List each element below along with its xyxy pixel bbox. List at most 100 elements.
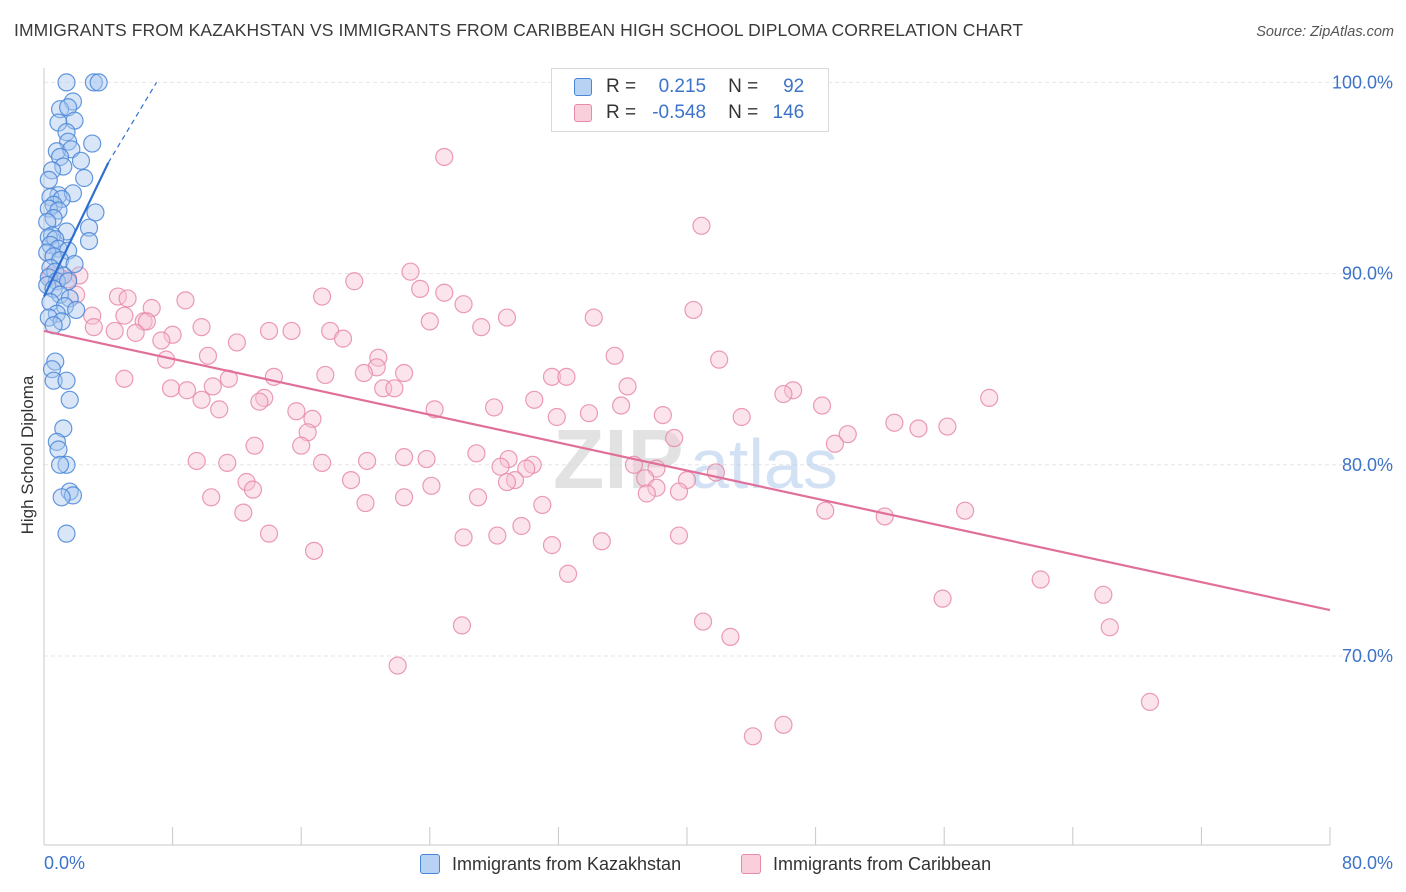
caribbean-point [732, 407, 751, 427]
kazakhstan-point [71, 151, 91, 170]
caribbean-point [542, 536, 562, 555]
tick-labels: 70.0% 80.0% 90.0% 100.0% 0.0% 80.0% [44, 72, 1393, 873]
caribbean-point [401, 262, 420, 281]
caribbean-point [1031, 570, 1050, 589]
watermark-atlas: atlas [690, 425, 838, 503]
kazakhstan-point [39, 170, 58, 190]
caribbean-point [137, 312, 156, 331]
legend-item-caribbean: Immigrants from Caribbean [741, 851, 991, 877]
kazakhstan-point [75, 168, 94, 188]
kazakhstan-point [50, 147, 70, 167]
caribbean-point [774, 715, 793, 734]
y-tick-label: 80.0% [1342, 455, 1393, 475]
kazakhstan-trend-line [43, 162, 110, 298]
caribbean-point [142, 298, 161, 318]
legend-n-label: N = [728, 76, 759, 97]
caribbean-point [176, 291, 195, 310]
kazakhstan-points [38, 73, 108, 543]
legend-row-caribbean: R = -0.548 N = 146 [574, 101, 804, 125]
caribbean-point [454, 295, 473, 314]
caribbean-point [825, 434, 844, 453]
kazakhstan-point [41, 293, 60, 312]
legend-label-caribbean: Immigrants from Caribbean [773, 853, 992, 874]
caribbean-point [411, 279, 430, 298]
caribbean-point [743, 727, 763, 746]
caribbean-point [684, 300, 703, 320]
caribbean-point [250, 392, 269, 411]
legend-n-value: 146 [772, 102, 805, 123]
caribbean-point [497, 472, 517, 492]
caribbean-trend-line [43, 329, 1331, 612]
caribbean-point [312, 453, 332, 472]
caribbean-point [485, 398, 504, 417]
caribbean-point [118, 289, 137, 308]
caribbean-point [1140, 692, 1160, 711]
grid-lines [44, 81, 1392, 657]
x-tick-label: 80.0% [1342, 853, 1393, 873]
caribbean-point [218, 453, 237, 472]
source-label: Source: ZipAtlas.com [1256, 24, 1394, 40]
caribbean-point [356, 493, 375, 513]
caribbean-point [243, 480, 263, 499]
caribbean-point [693, 612, 713, 631]
caribbean-point [558, 564, 578, 583]
caribbean-point [692, 216, 711, 235]
kazakhstan-point [50, 285, 70, 304]
caribbean-point [584, 308, 603, 327]
kazakhstan-point [47, 142, 66, 161]
caribbean-point [497, 308, 517, 327]
y-tick-label: 90.0% [1342, 264, 1393, 284]
caribbean-point [452, 616, 472, 635]
caribbean-point [435, 147, 454, 167]
kazakhstan-point [60, 390, 79, 409]
caribbean-point [653, 405, 672, 425]
caribbean-point [192, 390, 211, 409]
kazakhstan-point [63, 486, 83, 505]
caribbean-point [665, 428, 684, 448]
caribbean-point [126, 323, 145, 342]
caribbean-point [417, 449, 436, 469]
caribbean-point [316, 365, 335, 385]
caribbean-point [354, 363, 373, 383]
caribbean-point [512, 516, 531, 536]
y-tick-label: 70.0% [1342, 646, 1393, 666]
caribbean-point [774, 384, 793, 404]
legend-label-kazakhstan: Immigrants from Kazakhstan [452, 853, 682, 874]
caribbean-point [394, 488, 414, 507]
caribbean-point [637, 484, 656, 503]
caribbean-point [812, 396, 832, 415]
trend-lines [43, 82, 1331, 612]
caribbean-point [227, 333, 246, 352]
caribbean-point [938, 417, 957, 436]
caribbean-point [163, 325, 182, 344]
caribbean-point [358, 451, 377, 471]
legend-swatch-blue [574, 78, 592, 96]
caribbean-point [345, 272, 364, 291]
kazakhstan-point [57, 524, 76, 543]
legend-swatch-pink [741, 854, 761, 874]
caribbean-point [259, 321, 279, 341]
caribbean-point [885, 413, 904, 432]
caribbean-point [394, 363, 414, 383]
caribbean-point [420, 312, 439, 331]
caribbean-point [454, 528, 473, 547]
caribbean-point [210, 400, 229, 419]
caribbean-point [388, 656, 407, 675]
caribbean-point [875, 507, 894, 526]
caribbean-point [525, 390, 544, 409]
caribbean-point [592, 532, 611, 551]
caribbean-point [955, 501, 975, 520]
kazakhstan-point [65, 254, 84, 274]
caribbean-point [234, 503, 253, 522]
legend-item-kazakhstan: Immigrants from Kazakhstan [420, 851, 681, 877]
kazakhstan-point [42, 360, 62, 379]
caribbean-point [70, 266, 89, 285]
caribbean-point [669, 482, 689, 501]
kazakhstan-point [42, 161, 62, 180]
caribbean-point [721, 627, 740, 646]
caribbean-point [533, 495, 552, 515]
caribbean-point [468, 488, 488, 507]
kazakhstan-point [57, 455, 76, 474]
caribbean-point [192, 318, 211, 337]
caribbean-point [105, 321, 124, 341]
